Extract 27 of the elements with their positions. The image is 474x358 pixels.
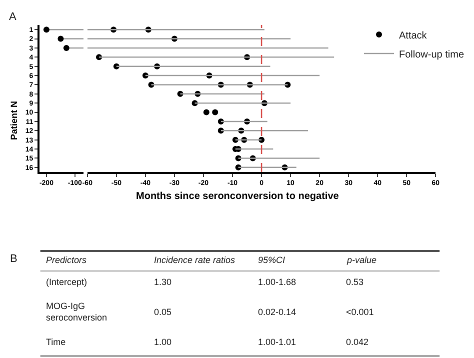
text: Time xyxy=(46,337,66,347)
text: 0.53 xyxy=(346,277,364,287)
category-label: Incidence rate ratios xyxy=(154,255,236,265)
legend-label: Follow-up time xyxy=(399,49,464,60)
y-axis-title: Patient N xyxy=(8,100,19,140)
text: <0.001 xyxy=(346,307,374,317)
text: A xyxy=(9,11,17,23)
point xyxy=(212,109,218,116)
category-label: 95%CI xyxy=(258,255,286,265)
text: 0.05 xyxy=(154,307,172,317)
category-label: p-value xyxy=(346,255,377,265)
text: MOG-IgG seroconversion xyxy=(46,301,108,323)
x-axis-title: Months since seronconversion to negative xyxy=(136,191,340,202)
point xyxy=(43,26,50,33)
category-label: Predictors xyxy=(46,255,88,265)
text: (Intercept) xyxy=(46,277,88,287)
text: 1.30 xyxy=(154,277,172,287)
point xyxy=(58,36,64,42)
text: 1.00 xyxy=(154,337,172,347)
point xyxy=(203,109,210,116)
text: B xyxy=(10,253,18,265)
point xyxy=(63,44,70,51)
text: 1.00-1.01 xyxy=(258,337,296,347)
text: 1.00-1.68 xyxy=(258,277,296,287)
text: 0.042 xyxy=(346,337,369,347)
text: 0.02-0.14 xyxy=(258,307,296,317)
legend-label: Attack xyxy=(399,30,428,42)
